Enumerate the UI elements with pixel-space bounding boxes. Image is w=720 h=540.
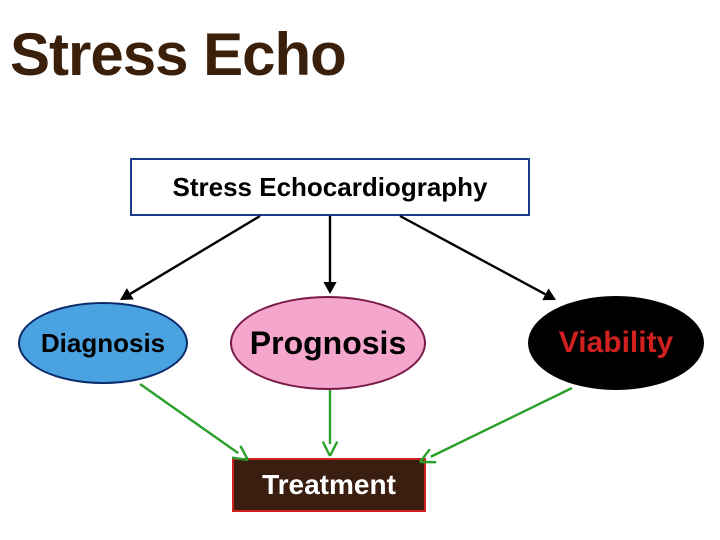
node-treatment: Treatment [232,458,426,512]
slide-title: Stress Echo [10,20,346,89]
node-viability: Viability [528,296,704,390]
node-diagnosis-label: Diagnosis [41,328,165,359]
node-prognosis-label: Prognosis [250,325,406,362]
node-prognosis: Prognosis [230,296,426,390]
diagram-canvas: Stress Echo Stress Echocardiography Diag… [0,0,720,540]
node-viability-label: Viability [559,326,674,360]
node-root: Stress Echocardiography [130,158,530,216]
node-treatment-label: Treatment [262,469,396,501]
node-root-label: Stress Echocardiography [173,172,488,203]
node-diagnosis: Diagnosis [18,302,188,384]
